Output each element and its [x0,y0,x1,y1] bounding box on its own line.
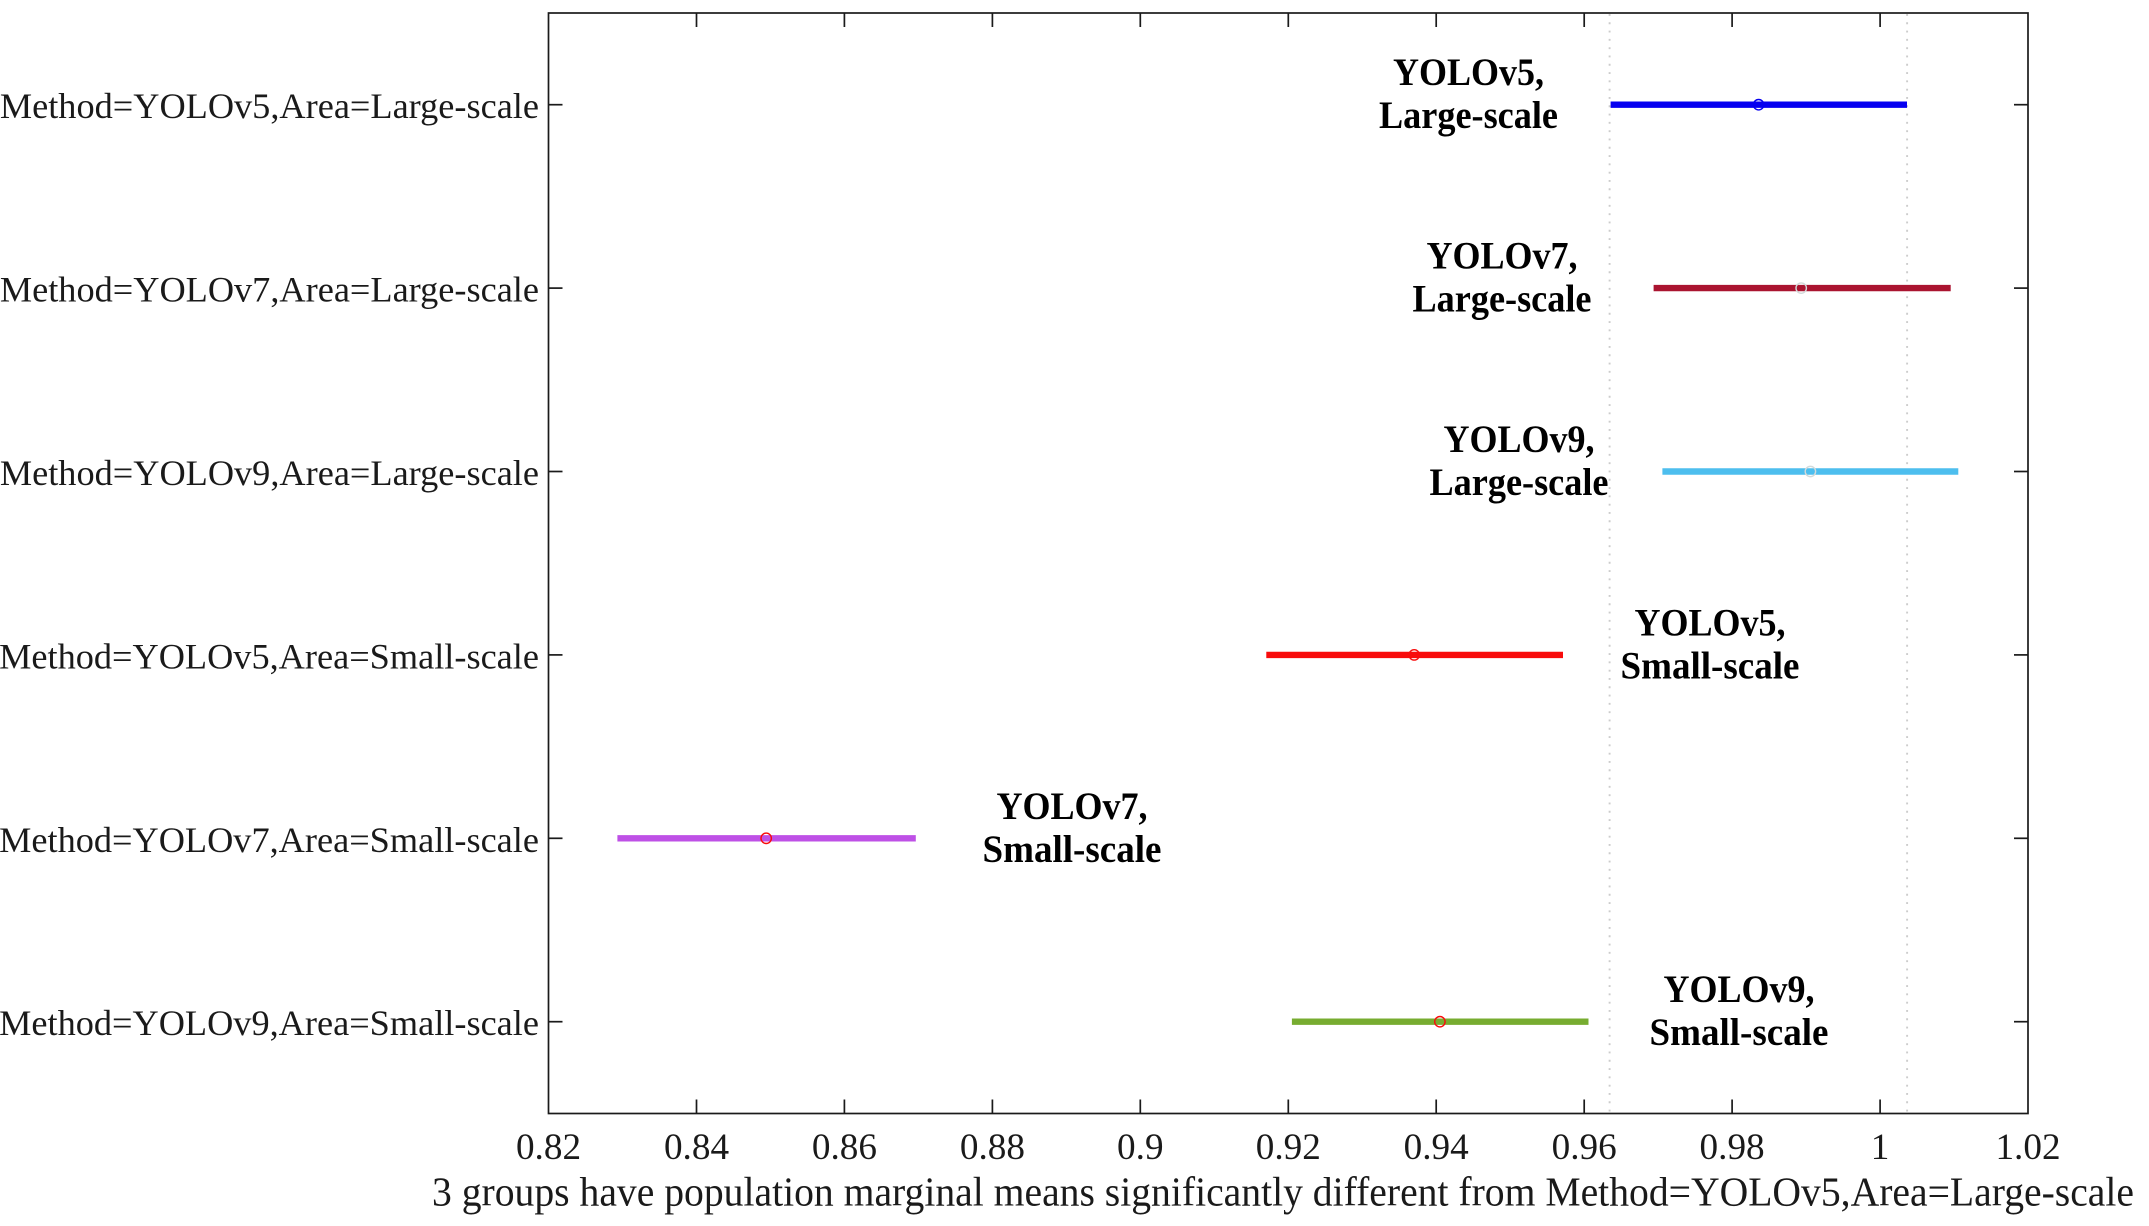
svg-text:YOLOv9,: YOLOv9, [1444,418,1595,461]
svg-text:0.92: 0.92 [1256,1127,1321,1168]
svg-text:0.96: 0.96 [1552,1127,1617,1168]
svg-text:Method=YOLOv9,Area=Large-scale: Method=YOLOv9,Area=Large-scale [0,453,539,493]
svg-text:Large-scale: Large-scale [1379,94,1558,137]
svg-text:0.82: 0.82 [516,1127,581,1168]
svg-text:Method=YOLOv7,Area=Small-scale: Method=YOLOv7,Area=Small-scale [0,820,539,860]
svg-text:0.84: 0.84 [664,1127,729,1168]
svg-text:Small-scale: Small-scale [1650,1011,1829,1054]
svg-text:0.98: 0.98 [1700,1127,1765,1168]
svg-text:Large-scale: Large-scale [1430,461,1609,504]
svg-text:Method=YOLOv9,Area=Small-scale: Method=YOLOv9,Area=Small-scale [0,1003,539,1043]
svg-text:Large-scale: Large-scale [1413,278,1592,321]
svg-text:YOLOv7,: YOLOv7, [997,785,1148,828]
svg-text:0.94: 0.94 [1404,1127,1469,1168]
svg-text:0.86: 0.86 [812,1127,877,1168]
svg-text:1: 1 [1871,1127,1890,1168]
svg-text:1.02: 1.02 [1995,1127,2060,1168]
svg-text:Method=YOLOv5,Area=Large-scale: Method=YOLOv5,Area=Large-scale [0,86,539,126]
svg-text:Method=YOLOv5,Area=Small-scale: Method=YOLOv5,Area=Small-scale [0,636,539,676]
svg-text:0.88: 0.88 [960,1127,1025,1168]
svg-text:3 groups have population margi: 3 groups have population marginal means … [432,1169,2134,1215]
svg-text:YOLOv5,: YOLOv5, [1635,601,1786,644]
svg-text:YOLOv7,: YOLOv7, [1427,235,1578,278]
svg-text:Small-scale: Small-scale [1621,644,1800,687]
svg-text:YOLOv5,: YOLOv5, [1393,51,1544,94]
svg-text:0.9: 0.9 [1117,1127,1163,1168]
svg-text:Small-scale: Small-scale [983,828,1162,871]
svg-text:Method=YOLOv7,Area=Large-scale: Method=YOLOv7,Area=Large-scale [0,270,539,310]
svg-text:YOLOv9,: YOLOv9, [1664,968,1815,1011]
